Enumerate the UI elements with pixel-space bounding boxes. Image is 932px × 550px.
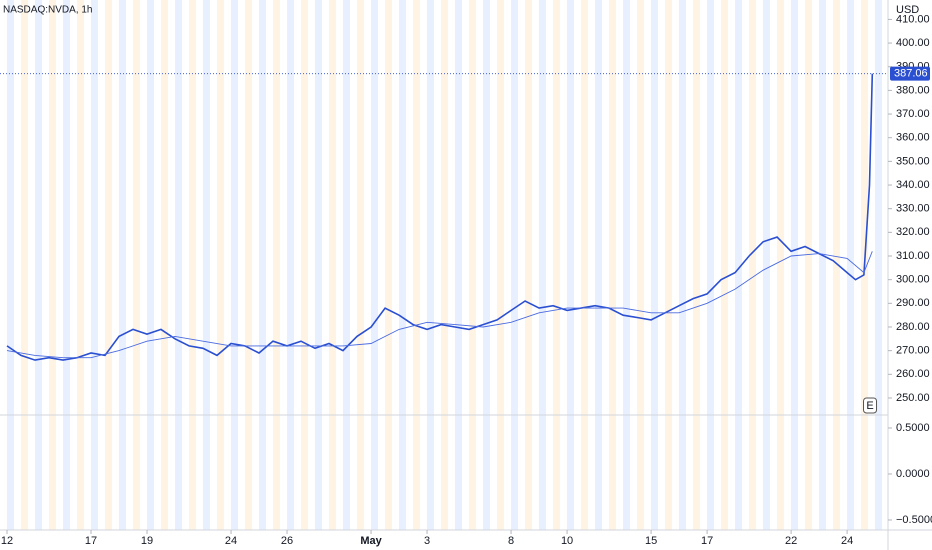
y2-tick-label: 0.0000 — [896, 468, 930, 480]
y-tick-label: 380.00 — [896, 84, 930, 96]
y-tick-label: 360.00 — [896, 132, 930, 144]
x-tick-label: 22 — [785, 535, 797, 547]
x-tick-label: 15 — [645, 535, 657, 547]
y-tick-label: 400.00 — [896, 37, 930, 49]
axis-unit: USD — [896, 4, 919, 16]
y-tick-label: 410.00 — [896, 13, 930, 25]
y-tick-label: 320.00 — [896, 226, 930, 238]
last-price-box — [890, 66, 930, 81]
x-tick-label: 17 — [85, 535, 97, 547]
y-tick-label: 300.00 — [896, 274, 930, 286]
price-line — [6, 251, 873, 359]
y-tick-label: 280.00 — [896, 321, 930, 333]
y-tick-label: 260.00 — [896, 368, 930, 380]
x-tick-label: 12 — [1, 535, 13, 547]
y-tick-label: 330.00 — [896, 203, 930, 215]
session-background — [0, 0, 888, 530]
y2-tick-label: −0.5000 — [896, 514, 932, 526]
y2-tick-label: 0.5000 — [896, 422, 930, 434]
price-line — [6, 73, 874, 361]
y-tick-label: 250.00 — [896, 392, 930, 404]
x-tick-label: 26 — [281, 535, 293, 547]
x-tick-label: 24 — [841, 535, 853, 547]
earnings-label: E — [866, 400, 873, 412]
y-tick-label: 370.00 — [896, 108, 930, 120]
x-tick-label: 19 — [141, 535, 153, 547]
x-tick-label: 8 — [508, 535, 514, 547]
x-tick-label: 24 — [225, 535, 237, 547]
x-tick-label: 3 — [424, 535, 430, 547]
last-price-label: 387.06 — [894, 68, 928, 80]
y-tick-label: 340.00 — [896, 179, 930, 191]
symbol-title: NASDAQ:NVDA, 1h — [3, 5, 92, 16]
y-tick-label: 310.00 — [896, 250, 930, 262]
x-tick-label: May — [360, 535, 382, 547]
y-tick-label: 290.00 — [896, 297, 930, 309]
x-tick-label: 10 — [561, 535, 573, 547]
y-tick-label: 350.00 — [896, 155, 930, 167]
y-tick-label: 270.00 — [896, 345, 930, 357]
earnings-marker — [863, 397, 878, 414]
x-tick-label: 17 — [701, 535, 713, 547]
